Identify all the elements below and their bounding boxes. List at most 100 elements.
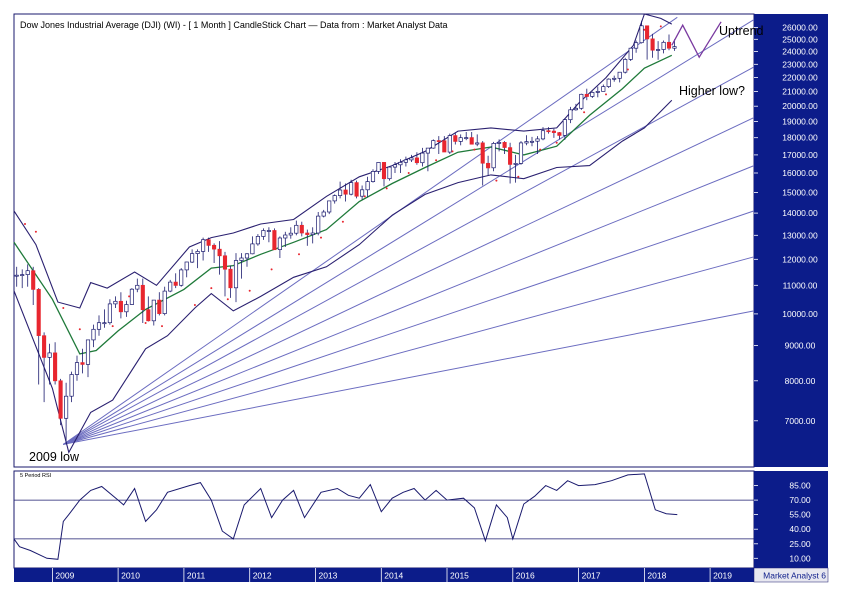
- rsi-tick-label: 25.00: [789, 539, 811, 549]
- candle: [584, 88, 589, 101]
- sar-dot: [78, 328, 81, 331]
- candle: [568, 106, 573, 124]
- sar-dot: [341, 220, 344, 223]
- candle-body: [475, 142, 480, 145]
- candle-body: [36, 289, 41, 336]
- candle-body: [53, 352, 58, 382]
- price-tick-label: 19000.00: [782, 117, 818, 127]
- candle: [283, 231, 288, 247]
- candle-body: [80, 362, 85, 365]
- candle: [392, 162, 398, 173]
- candle-body: [403, 159, 408, 163]
- candle-body: [212, 244, 217, 250]
- candle: [190, 249, 195, 263]
- candle: [250, 236, 255, 255]
- candle: [354, 180, 359, 199]
- candle-body: [612, 77, 617, 80]
- candle-body: [124, 304, 129, 313]
- candle: [36, 288, 41, 385]
- candle: [546, 127, 551, 134]
- sar-dot: [583, 111, 586, 114]
- candle: [113, 296, 118, 308]
- candle: [255, 234, 260, 246]
- candle: [64, 382, 69, 445]
- candle-body: [650, 38, 655, 51]
- candle-body: [562, 119, 567, 136]
- sar-dot: [385, 187, 388, 190]
- candle-body: [190, 253, 195, 263]
- candle: [606, 78, 611, 88]
- candle-body: [595, 91, 600, 93]
- candle: [634, 40, 639, 53]
- candle: [31, 266, 36, 305]
- rsi-axis[interactable]: [754, 471, 828, 568]
- indicator-lines: [13, 13, 673, 454]
- candle: [562, 118, 567, 140]
- candle-body: [74, 362, 80, 375]
- candle: [222, 251, 228, 297]
- candle: [332, 194, 337, 204]
- candle-body: [573, 107, 578, 111]
- candle: [486, 155, 491, 176]
- price-tick-label: 17000.00: [782, 150, 818, 160]
- candle-body: [557, 132, 562, 136]
- candle: [403, 156, 408, 167]
- sar-dot: [435, 159, 438, 162]
- rsi-tick-label: 70.00: [789, 495, 811, 505]
- time-axis-ticks: 2009 2010 2011 2012 2013 2014 2015 2016 2017 2018…: [52, 568, 732, 582]
- candle: [458, 134, 463, 146]
- year-tick-label: 2018: [647, 571, 666, 581]
- sar-dot: [473, 148, 476, 151]
- sar-dot: [193, 304, 196, 306]
- candle-body: [551, 130, 556, 133]
- candle: [316, 212, 321, 236]
- candle-body: [69, 374, 74, 397]
- candle: [162, 286, 167, 316]
- time-axis[interactable]: [14, 568, 828, 582]
- candle-body: [255, 236, 260, 245]
- fan-line-2: [63, 19, 755, 445]
- year-tick-label: 2011: [187, 571, 206, 581]
- candle: [475, 134, 480, 147]
- candle: [469, 132, 474, 145]
- candle: [173, 273, 178, 289]
- sar-dot: [144, 322, 147, 324]
- candle: [124, 300, 129, 317]
- candle-body: [513, 163, 518, 165]
- candle-body: [107, 303, 112, 324]
- price-tick-label: 8000.00: [785, 376, 816, 386]
- candle-body: [266, 230, 271, 232]
- candle-body: [233, 260, 239, 289]
- candle-body: [47, 352, 52, 358]
- low-2009-annotation: 2009 low: [29, 450, 80, 464]
- candle: [387, 166, 392, 181]
- price-axis[interactable]: [754, 14, 828, 467]
- price-tick-label: 14000.00: [782, 208, 818, 218]
- candle-body: [349, 182, 354, 195]
- candle-body: [409, 157, 414, 161]
- candle: [612, 75, 617, 82]
- candle: [212, 243, 217, 263]
- candle: [118, 292, 123, 319]
- candle-body: [546, 130, 551, 133]
- candle-body: [14, 274, 19, 277]
- candle-body: [118, 300, 123, 313]
- candle-body: [360, 189, 365, 197]
- year-tick-label: 2019: [713, 571, 732, 581]
- candle-body: [217, 248, 222, 257]
- candle: [140, 278, 145, 323]
- candle-body: [579, 93, 584, 109]
- candle: [338, 181, 343, 199]
- candle-body: [617, 71, 622, 79]
- candle: [573, 103, 578, 111]
- candle: [360, 185, 365, 200]
- moving-average-line: [13, 54, 673, 355]
- candle-body: [453, 135, 458, 142]
- fan-lines: [63, 16, 755, 445]
- candle: [453, 132, 458, 145]
- candle: [431, 139, 436, 149]
- candle: [53, 342, 58, 385]
- candle-body: [628, 47, 633, 60]
- candle: [398, 159, 403, 173]
